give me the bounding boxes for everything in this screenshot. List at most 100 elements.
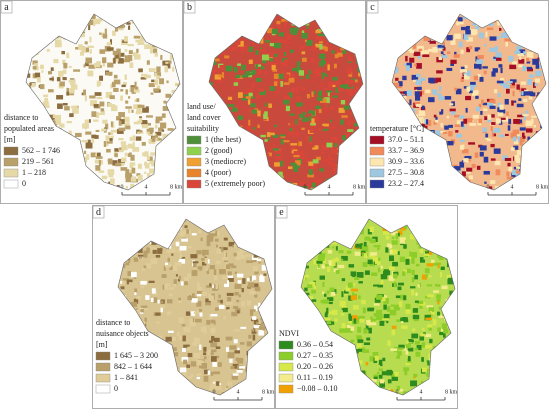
- map-cell: [213, 371, 220, 375]
- legend-swatch: [186, 179, 202, 189]
- map-cell: [154, 124, 158, 129]
- map-cell: [512, 90, 515, 97]
- map-cell: [274, 124, 277, 128]
- map-cell: [228, 263, 234, 266]
- map-cell: [417, 55, 421, 59]
- map-cell: [383, 314, 390, 319]
- map-cell: [406, 62, 412, 68]
- map-cell: [380, 274, 388, 280]
- map-cell: [272, 134, 279, 138]
- map-cell: [526, 51, 534, 58]
- legend-label: 842 – 1 644: [114, 362, 152, 371]
- map-cell: [354, 277, 360, 280]
- map-cell: [350, 339, 355, 343]
- map-cell: [331, 50, 335, 54]
- map-cell: [148, 127, 154, 133]
- map-cell: [403, 319, 409, 323]
- map-cell: [235, 38, 241, 43]
- map-cell: [186, 229, 189, 234]
- map-cell: [267, 52, 271, 56]
- map-cell: [419, 335, 425, 341]
- map-cell: [112, 160, 118, 166]
- map-cell: [272, 143, 276, 147]
- map-cell: [178, 260, 186, 264]
- map-cell: [66, 52, 70, 59]
- map-cell: [251, 329, 255, 334]
- map-cell: [429, 40, 436, 44]
- map-cell: [385, 235, 390, 240]
- map-cell: [118, 127, 126, 132]
- map-cell: [134, 288, 138, 293]
- map-cell: [141, 73, 148, 77]
- map-cell: [438, 96, 445, 101]
- scale-label: 0: [213, 389, 216, 395]
- map-cell: [379, 381, 386, 388]
- map-cell: [191, 342, 198, 346]
- map-cell: [404, 370, 408, 376]
- legend-label: 1 645 – 3 200: [114, 351, 158, 360]
- map-cell: [227, 275, 233, 279]
- map-cell: [323, 102, 328, 107]
- map-cell: [298, 70, 305, 76]
- map-cell: [513, 145, 519, 150]
- map-cell: [146, 60, 150, 65]
- map-cell: [213, 269, 217, 275]
- map-cell: [117, 149, 124, 153]
- map-cell: [489, 36, 497, 41]
- map-cell: [338, 250, 344, 254]
- map-cell: [257, 258, 263, 262]
- map-cell: [259, 274, 263, 280]
- map-cell: [412, 308, 419, 313]
- map-cell: [233, 339, 238, 344]
- map-cell: [218, 294, 221, 299]
- map-cell: [125, 173, 132, 178]
- map-cell: [389, 309, 397, 316]
- map-cell: [330, 163, 337, 167]
- map-cell: [149, 168, 155, 174]
- map-cell: [142, 266, 145, 271]
- map-cell: [416, 344, 422, 351]
- map-cell: [367, 259, 373, 265]
- map-cell: [263, 113, 268, 120]
- map-cell: [200, 237, 203, 242]
- map-cell: [531, 115, 538, 118]
- map-cell: [227, 277, 234, 282]
- map-cell: [428, 353, 431, 359]
- map-cell: [120, 157, 127, 163]
- map-cell: [157, 299, 160, 304]
- map-cell: [230, 365, 235, 370]
- map-cell: [191, 270, 198, 277]
- map-cell: [356, 272, 364, 278]
- map-cell: [453, 54, 460, 58]
- map-cell: [391, 329, 395, 336]
- map-cell: [245, 96, 253, 99]
- map-cell: [519, 136, 525, 143]
- map-cell: [95, 156, 103, 159]
- map-cell: [425, 120, 432, 126]
- map-cell: [349, 66, 352, 73]
- map-cell: [110, 104, 116, 108]
- map-cell: [230, 46, 238, 52]
- map-cell: [513, 119, 520, 124]
- map-cell: [313, 259, 319, 265]
- map-cell: [484, 181, 487, 184]
- map-cell: [198, 365, 206, 369]
- map-cell: [96, 112, 102, 115]
- map-cell: [187, 296, 192, 301]
- map-cell: [112, 50, 118, 56]
- map-cell: [34, 72, 41, 78]
- map-cell: [292, 133, 295, 138]
- map-cell: [142, 123, 148, 129]
- map-cell: [311, 118, 315, 125]
- map-cell: [202, 261, 207, 266]
- map-cell: [417, 284, 420, 288]
- map-cell: [342, 307, 348, 313]
- map-cell: [110, 39, 113, 45]
- map-cell: [535, 64, 540, 69]
- map-cell: [63, 62, 68, 69]
- map-cell: [131, 272, 137, 278]
- map-cell: [246, 341, 253, 347]
- map-cell: [478, 32, 484, 39]
- map-cell: [243, 93, 249, 97]
